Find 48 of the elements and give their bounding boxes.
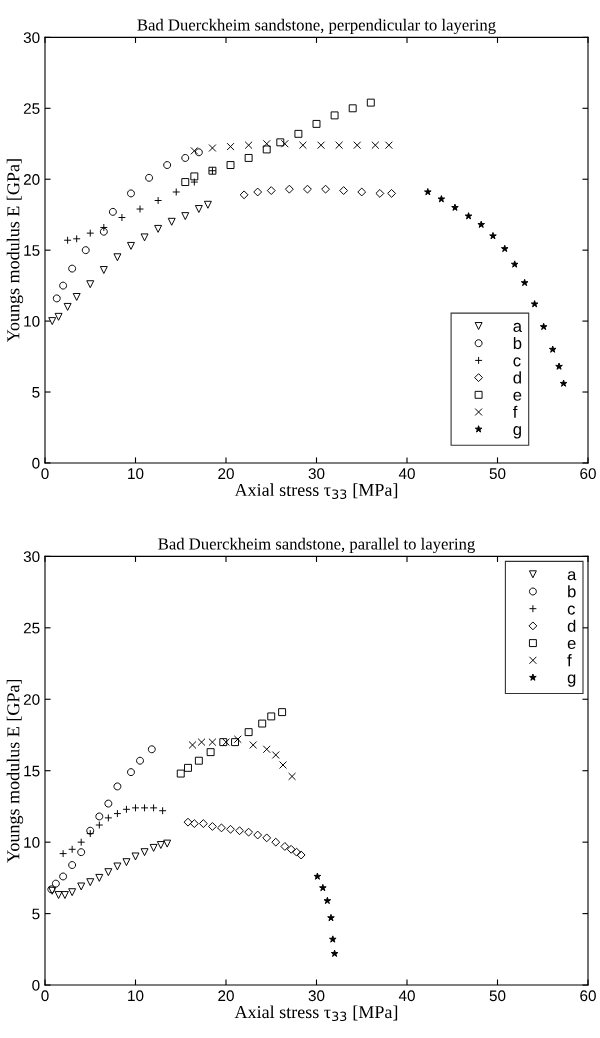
x-tick-label: 50 [489, 468, 506, 480]
legend-label: f [567, 654, 572, 667]
legend-label: f [513, 405, 518, 418]
legend-label: e [567, 639, 576, 650]
y-tick-label: 20 [23, 174, 40, 185]
y-tick-label: 30 [23, 551, 40, 563]
y-tick-label: 20 [23, 694, 40, 705]
x-tick-label: 40 [398, 990, 415, 1002]
y-tick-label: 5 [32, 908, 40, 920]
y-tick-label: 10 [24, 837, 40, 848]
chart-title: Bad Duerckheim sandstone, parallel to layering [158, 537, 475, 554]
legend-label: e [513, 391, 522, 401]
y-tick-label: 0 [32, 979, 40, 991]
y-axis-title: Youngs modulus E [GPa] [6, 679, 24, 863]
y-tick-label: 10 [24, 315, 40, 327]
legend-label: d [513, 371, 521, 384]
x-tick-label: 0 [41, 468, 49, 480]
x-tick-label: 20 [218, 468, 234, 480]
x-axis-title: Axial stress τ$_{33}$ [MPa] [234, 1005, 398, 1022]
legend-label: b [513, 336, 522, 350]
y-tick-label: 0 [32, 457, 40, 469]
legend-label: g [513, 426, 521, 439]
y-tick-label: 25 [23, 103, 40, 114]
legend-label: a [567, 571, 577, 581]
x-tick-label: 10 [128, 990, 144, 1002]
y-axis-title: Youngs modulus E [GPa] [6, 159, 24, 343]
y-tick-label: 5 [32, 387, 40, 398]
legend-label: b [568, 585, 576, 598]
x-tick-label: 0 [41, 990, 49, 1002]
x-tick-label: 10 [128, 468, 144, 480]
y-tick-label: 15 [24, 245, 40, 256]
legend-label: c [567, 605, 575, 615]
legend-label: g [567, 674, 576, 687]
y-tick-label: 15 [24, 765, 40, 777]
x-tick-label: 50 [489, 990, 506, 1002]
chart-title: Bad Duerckheim sandstone, perpendicular to layering [137, 18, 496, 35]
legend-label: a [513, 322, 523, 332]
legend-label: c [513, 357, 521, 367]
x-tick-label: 60 [580, 468, 596, 480]
x-tick-label: 40 [398, 468, 415, 480]
x-tick-label: 30 [308, 468, 325, 480]
x-tick-label: 60 [580, 990, 596, 1002]
x-axis-title: Axial stress τ$_{33}$ [MPa] [234, 483, 398, 499]
y-tick-label: 30 [23, 32, 40, 44]
x-tick-label: 20 [218, 990, 234, 1002]
y-tick-label: 25 [23, 622, 40, 634]
x-tick-label: 30 [308, 990, 325, 1002]
legend-label: d [567, 619, 576, 632]
